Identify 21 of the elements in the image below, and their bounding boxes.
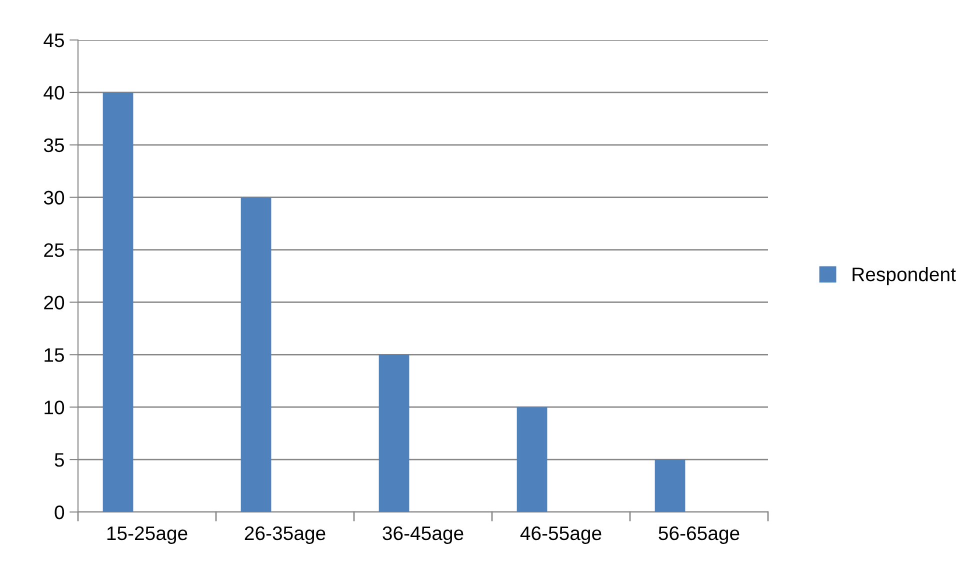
y-tick-label: 20 bbox=[44, 296, 64, 310]
bar bbox=[378, 354, 410, 512]
y-tick-label: 5 bbox=[54, 453, 64, 467]
legend-label: Respondent bbox=[852, 266, 956, 286]
x-tick-label: 26-35age bbox=[244, 526, 326, 544]
bar bbox=[654, 460, 686, 512]
bar bbox=[240, 197, 272, 512]
y-tick-label: 40 bbox=[44, 86, 64, 100]
x-tick-label: 36-45age bbox=[382, 526, 464, 544]
x-tick-label: 15-25age bbox=[107, 526, 188, 544]
y-tick-label: 45 bbox=[44, 34, 64, 48]
x-tick-label: 56-65age bbox=[658, 526, 740, 544]
y-tick-label: 25 bbox=[44, 243, 64, 258]
y-tick-label: 10 bbox=[44, 400, 64, 414]
bar bbox=[102, 92, 134, 512]
bar bbox=[516, 407, 548, 512]
y-tick-label: 15 bbox=[44, 348, 64, 362]
x-tick-label: 46-55age bbox=[520, 526, 602, 544]
y-tick-label: 0 bbox=[54, 505, 64, 520]
y-tick-label: 30 bbox=[44, 190, 64, 205]
y-tick-label: 35 bbox=[44, 138, 64, 152]
